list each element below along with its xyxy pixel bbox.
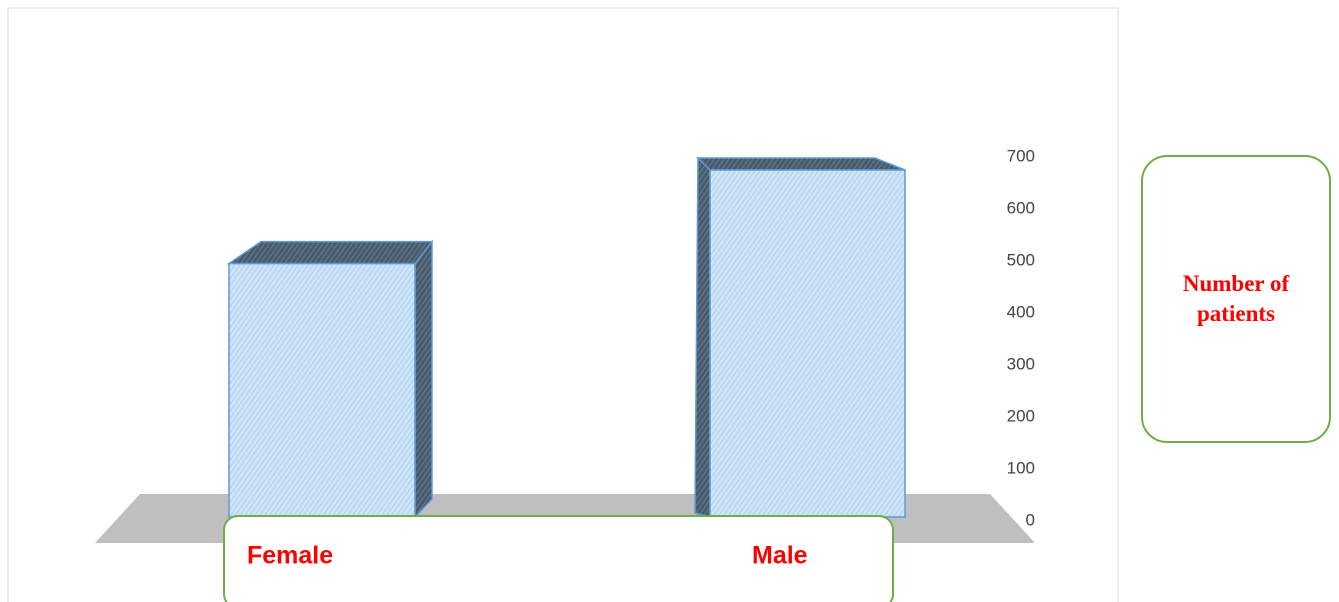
bar bbox=[228, 262, 416, 518]
bar-side bbox=[414, 239, 433, 519]
chart-frame bbox=[7, 7, 1119, 602]
bar-side bbox=[694, 156, 711, 518]
y-tick-label: 700 bbox=[1007, 146, 1035, 165]
x-tick-label: Male bbox=[752, 542, 808, 570]
bar bbox=[709, 169, 906, 518]
y-tick-label: 100 bbox=[1007, 458, 1035, 477]
legend-entry: Number of patients bbox=[1141, 155, 1331, 443]
y-tick-label: 300 bbox=[1007, 354, 1035, 373]
y-tick-label: 600 bbox=[1007, 198, 1035, 217]
y-tick-label: 0 bbox=[1026, 510, 1035, 529]
y-tick-label: 400 bbox=[1007, 302, 1035, 321]
bar-top bbox=[226, 240, 434, 265]
y-tick-label: 200 bbox=[1007, 406, 1035, 425]
y-tick-label: 500 bbox=[1007, 250, 1035, 269]
x-tick-label: Female bbox=[247, 542, 333, 570]
bar-top bbox=[696, 157, 906, 171]
category-box bbox=[223, 515, 894, 602]
